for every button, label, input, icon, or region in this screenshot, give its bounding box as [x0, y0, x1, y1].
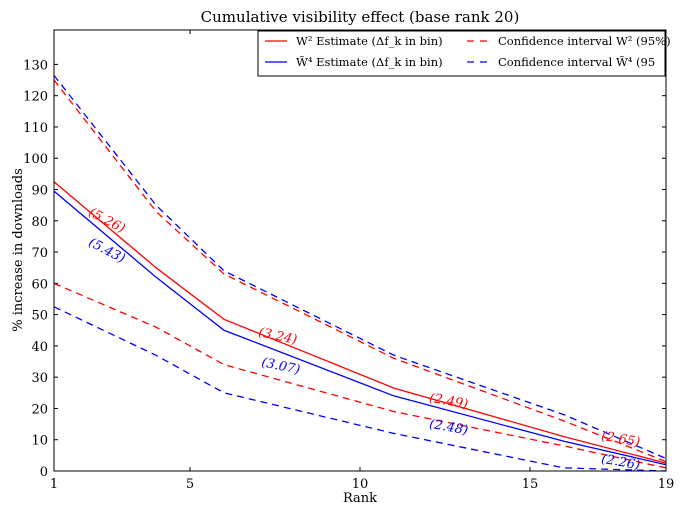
series-line-4: [53, 282, 667, 469]
legend-label: Confidence interval W² (95%): [498, 34, 671, 48]
annotation-label: (2.65): [600, 429, 641, 451]
x-axis-label: Rank: [343, 491, 377, 506]
y-tick-label: 40: [31, 340, 48, 355]
legend-label: W̃⁴ Estimate (Δf_k in bin): [296, 55, 443, 69]
y-tick-label: 70: [31, 246, 48, 261]
y-tick-label: 0: [40, 465, 48, 480]
y-tick-label: 30: [31, 371, 48, 386]
legend-box: [257, 30, 666, 77]
annotation-label: (2.26): [600, 452, 641, 474]
x-tick-label: 19: [658, 477, 675, 492]
series-line-2: [53, 79, 667, 463]
y-tick-label: 120: [23, 90, 48, 105]
y-tick-label: 130: [23, 58, 48, 73]
y-tick-label: 80: [31, 215, 48, 230]
legend: W² Estimate (Δf_k in bin) W̃⁴ Estimate (Δ…: [257, 30, 671, 77]
series-line-3: [53, 74, 667, 460]
y-tick-label: 10: [31, 434, 48, 449]
x-tick-label: 1: [50, 477, 58, 492]
y-tick-label: 110: [23, 121, 48, 136]
x-tick-label: 15: [522, 477, 539, 492]
legend-label: W² Estimate (Δf_k in bin): [296, 34, 443, 48]
annotation-label: (5.26): [86, 205, 128, 237]
x-tick-label: 5: [186, 477, 194, 492]
y-tick-label: 90: [31, 184, 48, 199]
series-line-5: [53, 306, 667, 472]
plot-frame: [53, 29, 667, 472]
x-tick-label: 10: [352, 477, 369, 492]
y-tick-label: 20: [31, 402, 48, 417]
legend-label: Confidence interval W̃⁴ (95: [498, 55, 655, 69]
annotation-label: (3.24): [257, 325, 298, 348]
series-line-1: [53, 190, 667, 466]
series-line-0: [53, 181, 667, 464]
y-tick-label: 50: [31, 309, 48, 324]
y-tick-label: 60: [31, 277, 48, 292]
annotation-label: (2.49): [428, 391, 469, 413]
annotation-label: (3.07): [260, 355, 301, 378]
y-tick-label: 100: [23, 152, 48, 167]
annotation-label: (5.43): [86, 235, 128, 267]
annotation-label: (2.48): [428, 417, 469, 439]
chart-title: Cumulative visibility effect (base rank …: [201, 8, 520, 26]
y-axis-label: % increase in downloads: [11, 168, 26, 332]
